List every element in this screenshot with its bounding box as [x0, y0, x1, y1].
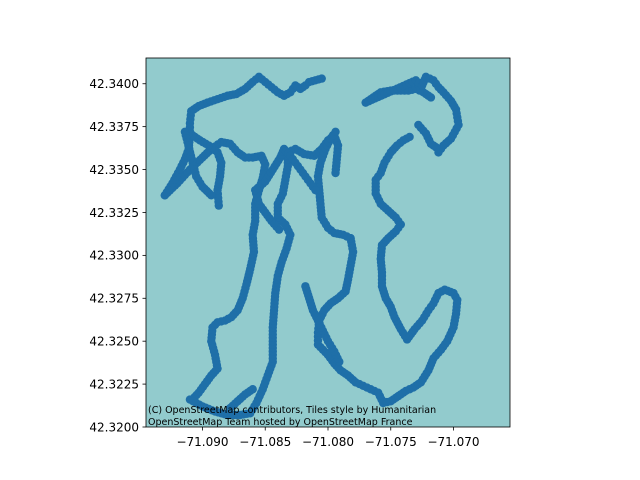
x-tick-label: −71.085	[239, 435, 291, 449]
data-point	[331, 127, 340, 136]
x-tick-label: −71.075	[365, 435, 417, 449]
y-tick-label: 42.3400	[89, 77, 139, 91]
y-tick-label: 42.3200	[89, 420, 139, 434]
basemap-background	[146, 58, 510, 427]
attribution-line-1: (C) OpenStreetMap contributors, Tiles st…	[148, 405, 436, 416]
y-tick-label: 42.3225	[89, 377, 139, 391]
x-tick-label: −71.070	[427, 435, 479, 449]
data-point	[405, 132, 414, 142]
data-point	[301, 282, 310, 291]
data-point	[323, 350, 333, 360]
data-point	[207, 191, 216, 200]
x-axis: −71.090 −71.085 −71.080 −71.075 −71.070	[176, 427, 480, 449]
y-tick-label: 42.3275	[89, 292, 139, 306]
attribution-line-2: OpenStreetMap Team hosted by OpenStreetM…	[148, 417, 413, 428]
data-point	[311, 185, 320, 195]
map-attribution: (C) OpenStreetMap contributors, Tiles st…	[148, 405, 436, 428]
y-axis: 42.3200 42.3225 42.3250 42.3275 42.3300 42.33…	[89, 77, 146, 434]
data-point	[331, 168, 340, 178]
data-point	[317, 74, 326, 83]
y-tick-label: 42.3350	[89, 163, 139, 177]
y-tick-label: 42.3250	[89, 334, 139, 348]
data-point	[414, 120, 423, 130]
data-point	[248, 385, 257, 394]
x-tick-label: −71.090	[176, 435, 228, 449]
y-tick-label: 42.3325	[89, 206, 139, 220]
y-tick-label: 42.3300	[89, 249, 139, 263]
y-tick-label: 42.3375	[89, 120, 139, 134]
x-tick-label: −71.080	[302, 435, 354, 449]
data-points-layer	[160, 72, 463, 420]
